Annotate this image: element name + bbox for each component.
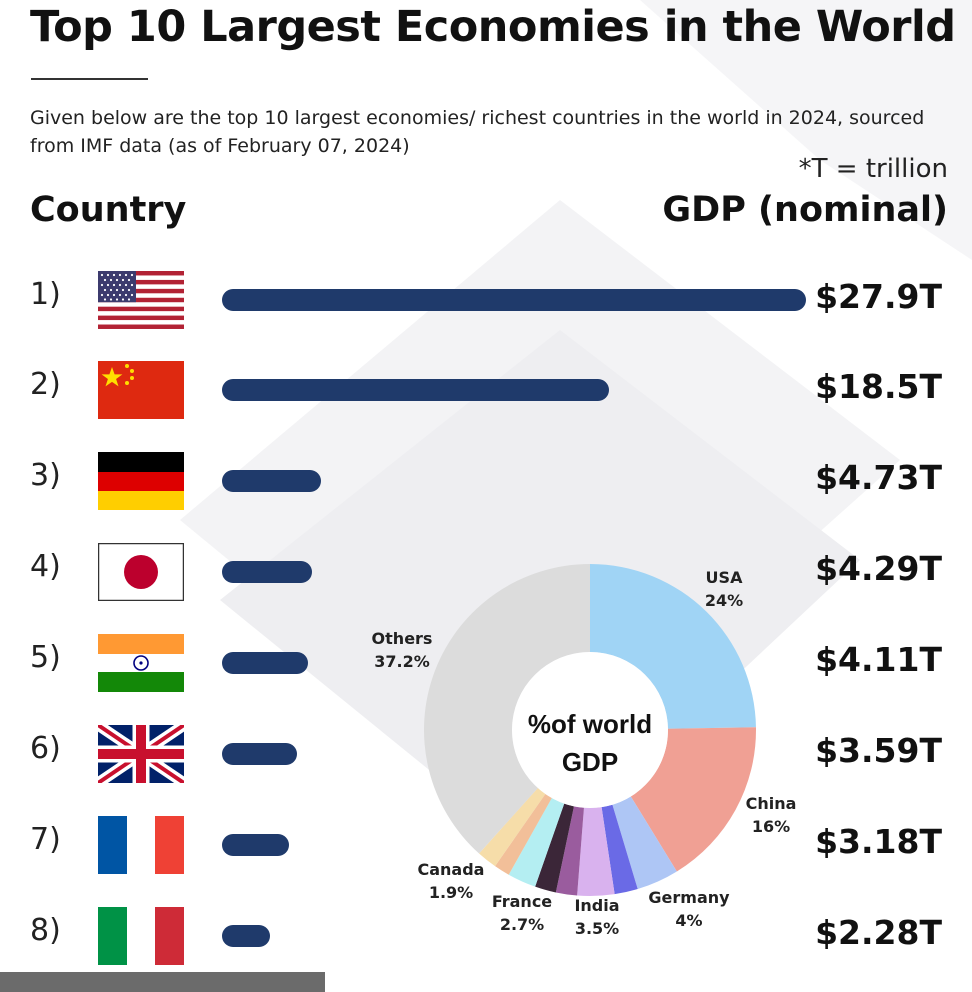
rank-label: 3) xyxy=(30,458,61,493)
table-row: 7) $3.18T xyxy=(0,810,972,880)
gdp-value-label: $3.18T xyxy=(815,822,942,861)
donut-slice-unlabeled-5 xyxy=(555,806,584,896)
slice-pct-india: 3.5% xyxy=(575,919,619,938)
table-row: 4) $4.29T xyxy=(0,537,972,607)
germany-flag-icon xyxy=(98,452,184,510)
slice-name-canada: Canada xyxy=(418,860,485,879)
table-row: 8) $2.28T xyxy=(0,901,972,971)
slice-name-france: France xyxy=(492,892,552,911)
slice-pct-usa: 24% xyxy=(705,591,743,610)
italy-flag-icon xyxy=(98,907,184,965)
slice-name-india: India xyxy=(574,896,619,915)
slice-pct-france: 2.7% xyxy=(500,915,544,934)
gdp-bar xyxy=(222,379,610,401)
japan-flag-icon xyxy=(98,543,184,601)
gdp-bar xyxy=(222,470,321,492)
gdp-value-label: $4.29T xyxy=(815,549,942,588)
title-divider xyxy=(31,78,148,80)
rank-label: 7) xyxy=(30,822,61,857)
india-flag-icon xyxy=(98,634,184,692)
donut-slice-canada xyxy=(479,788,546,867)
gdp-bar xyxy=(222,925,270,947)
country-column-header: Country xyxy=(30,190,187,230)
slice-pct-others: 37.2% xyxy=(374,652,430,671)
table-row: 5) $4.11T xyxy=(0,628,972,698)
usa-flag-icon xyxy=(98,271,184,329)
slice-name-germany: Germany xyxy=(648,888,730,907)
donut-slice-usa xyxy=(590,564,756,729)
rank-label: 2) xyxy=(30,367,61,402)
donut-center-label-line1: %of world xyxy=(528,709,652,739)
rank-label: 6) xyxy=(30,731,61,766)
donut-slice-china xyxy=(630,727,756,872)
gdp-value-label: $18.5T xyxy=(815,367,942,406)
slice-pct-germany: 4% xyxy=(675,911,702,930)
table-row: 3) $4.73T xyxy=(0,446,972,516)
gdp-bar xyxy=(222,834,289,856)
table-row: 1) $27.9T xyxy=(0,265,972,335)
slice-pct-canada: 1.9% xyxy=(429,883,473,902)
donut-center-label-line2: GDP xyxy=(562,747,618,777)
gdp-value-label: $3.59T xyxy=(815,731,942,770)
gdp-value-label: $4.11T xyxy=(815,640,942,679)
france-flag-icon xyxy=(98,816,184,874)
donut-slice-france xyxy=(508,798,565,887)
gdp-value-label: $2.28T xyxy=(815,913,942,952)
china-flag-icon xyxy=(98,361,184,419)
uk-flag-icon xyxy=(98,725,184,783)
donut-slice-india xyxy=(577,807,615,896)
bottom-edge-bar xyxy=(0,972,325,992)
slice-name-usa: USA xyxy=(706,568,744,587)
rank-label: 8) xyxy=(30,913,61,948)
rank-label: 5) xyxy=(30,640,61,675)
gdp-bar xyxy=(222,561,312,583)
donut-slice-others xyxy=(424,564,590,854)
gdp-column-header: GDP (nominal) xyxy=(662,190,948,230)
donut-slice-germany xyxy=(612,796,677,889)
gdp-bar xyxy=(222,652,309,674)
gdp-bar xyxy=(222,289,806,311)
subtitle: Given below are the top 10 largest econo… xyxy=(30,107,925,157)
slice-name-china: China xyxy=(746,794,797,813)
table-row: 2) $18.5T xyxy=(0,355,972,425)
donut-slice-unlabeled-6 xyxy=(535,803,574,893)
rank-label: 4) xyxy=(30,549,61,584)
donut-hole xyxy=(512,652,668,808)
rank-label: 1) xyxy=(30,277,61,312)
donut-slice-unlabeled-3 xyxy=(601,804,638,895)
slice-name-others: Others xyxy=(372,629,433,648)
page-title: Top 10 Largest Economies in the World xyxy=(30,2,956,52)
unit-note: *T = trillion xyxy=(798,154,948,184)
slice-pct-china: 16% xyxy=(752,817,790,836)
donut-slice-unlabeled-8 xyxy=(495,793,552,875)
gdp-value-label: $4.73T xyxy=(815,458,942,497)
table-row: 6) $3.59T xyxy=(0,719,972,789)
gdp-value-label: $27.9T xyxy=(815,277,942,316)
gdp-bar xyxy=(222,743,298,765)
